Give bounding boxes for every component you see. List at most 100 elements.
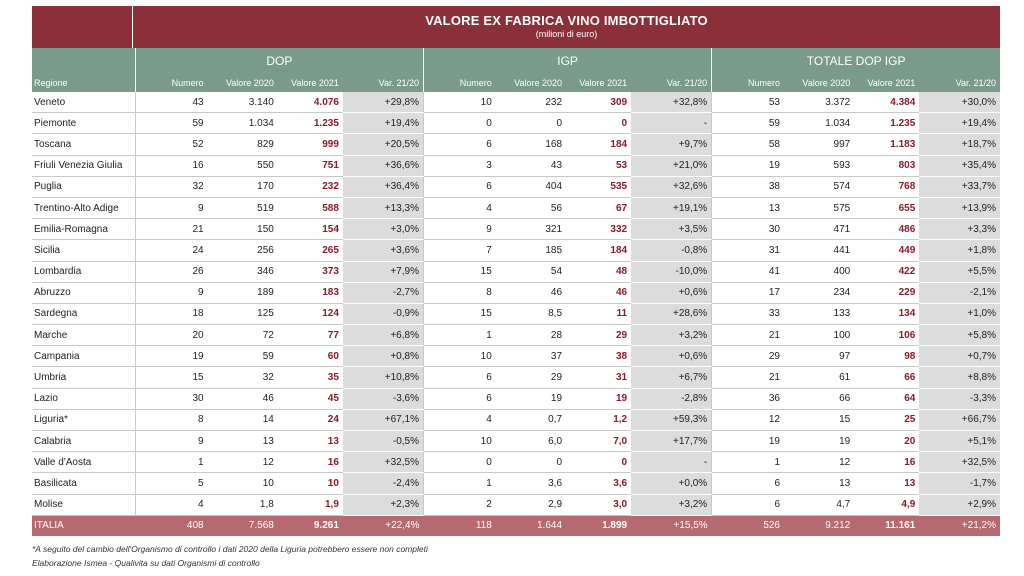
tot-numero-cell: 19 [711, 155, 784, 177]
table-row: Marche 20 72 77 +6,8% 1 28 29 +3,2% 21 100 106 +5,8% [32, 324, 1000, 347]
igp-numero-cell: 9 [422, 218, 496, 241]
total-dop-value-2021-cell: 9.261 [277, 515, 343, 536]
igp-variation-cell: +3,5% [631, 218, 712, 241]
dop-value-2021-cell: 232 [277, 176, 343, 198]
igp-value-2020-cell: 3,6 [495, 472, 567, 495]
region-name: Friuli Venezia Giulia [32, 155, 136, 177]
page-title: VALORE EX FABRICA VINO IMBOTTIGLIATO [425, 13, 708, 28]
igp-value-2021-cell: 11 [566, 303, 632, 326]
igp-value-2021-cell: 0 [566, 112, 632, 135]
tot-value-2021-cell: 4,9 [854, 494, 920, 516]
tot-value-2020-cell: 15 [784, 409, 855, 432]
igp-value-2020-cell: 56 [495, 197, 567, 220]
column-header-v2020: Valore 2020 [784, 74, 855, 92]
igp-value-2020-cell: 185 [495, 239, 567, 262]
table-row: Lombardia 26 346 373 +7,9% 15 54 48 -10,0% 41 400 4… [32, 261, 1000, 283]
tot-numero-cell: 30 [711, 218, 784, 241]
dop-numero-cell: 18 [134, 303, 208, 326]
dop-value-2021-cell: 373 [277, 261, 343, 283]
igp-numero-cell: 10 [422, 430, 496, 453]
column-header-region: Regione [32, 74, 136, 92]
igp-value-2020-cell: 37 [495, 345, 567, 368]
dop-variation-cell: +2,3% [342, 494, 424, 516]
igp-numero-cell: 1 [422, 324, 496, 347]
total-dop-numero-cell: 408 [135, 515, 208, 536]
title-bar: VALORE EX FABRICA VINO IMBOTTIGLIATO (mi… [32, 6, 1000, 48]
region-name: Molise [32, 494, 136, 516]
dop-value-2021-cell: 154 [277, 218, 343, 241]
region-name: Valle d'Aosta [32, 451, 136, 474]
tot-numero-cell: 6 [711, 494, 784, 516]
igp-value-2020-cell: 232 [495, 92, 567, 114]
dop-value-2021-cell: 60 [277, 345, 343, 368]
igp-value-2020-cell: 168 [495, 133, 567, 156]
tot-variation-cell: +19,4% [919, 112, 1000, 135]
igp-value-2020-cell: 6,0 [495, 430, 567, 453]
column-header-row: Regione Numero Valore 2020 Valore 2021 Var.… [32, 74, 1000, 92]
igp-value-2020-cell: 2,9 [495, 494, 567, 516]
igp-value-2021-cell: 0 [566, 451, 632, 474]
dop-value-2021-cell: 24 [277, 409, 343, 432]
igp-variation-cell: +0,6% [631, 345, 712, 368]
igp-variation-cell: +3,2% [631, 494, 712, 516]
table-row: Piemonte 59 1.034 1.235 +19,4% 0 0 0-59 1.034 1.2… [32, 112, 1000, 135]
igp-numero-cell: 2 [422, 494, 496, 516]
column-header-v2021: Valore 2021 [566, 74, 632, 92]
dop-variation-cell: +20,5% [342, 133, 424, 156]
tot-value-2020-cell: 12 [784, 451, 855, 474]
igp-variation-cell: +9,7% [631, 133, 712, 156]
region-name: Lazio [32, 388, 136, 410]
table-row: Trentino-Alto Adige 9 519 588 +13,3% 4 56 67 +19… [32, 197, 1000, 220]
igp-numero-cell: 6 [422, 388, 496, 410]
igp-variation-cell: +59,3% [631, 409, 712, 432]
tot-variation-cell: +32,5% [919, 451, 1000, 474]
tot-value-2020-cell: 13 [784, 472, 855, 495]
column-header-var: Var. 21/20 [919, 74, 1000, 92]
igp-value-2020-cell: 0 [495, 451, 567, 474]
igp-value-2020-cell: 404 [495, 176, 567, 198]
tot-numero-cell: 13 [711, 197, 784, 220]
tot-numero-cell: 58 [711, 133, 784, 156]
region-name: Puglia [32, 176, 136, 198]
region-name: Calabria [32, 430, 136, 453]
region-name: Abruzzo [32, 282, 136, 304]
dop-numero-cell: 8 [134, 409, 208, 432]
dop-value-2020-cell: 189 [207, 282, 278, 304]
tot-numero-cell: 21 [711, 366, 784, 389]
tot-value-2021-cell: 25 [854, 409, 920, 432]
dop-value-2021-cell: 588 [277, 197, 343, 220]
dop-variation-cell: +3,0% [342, 218, 424, 241]
igp-value-2020-cell: 43 [495, 155, 567, 177]
dop-numero-cell: 9 [134, 282, 208, 304]
igp-numero-cell: 1 [422, 472, 496, 495]
total-tot-value-2020-cell: 9.212 [784, 515, 855, 536]
dop-value-2021-cell: 16 [277, 451, 343, 474]
igp-variation-cell: +6,7% [631, 366, 712, 389]
dop-value-2020-cell: 125 [207, 303, 278, 326]
dop-value-2021-cell: 999 [277, 133, 343, 156]
dop-variation-cell: +0,8% [342, 345, 424, 368]
igp-value-2021-cell: 31 [566, 366, 632, 389]
igp-variation-cell: +3,2% [631, 324, 712, 347]
tot-value-2020-cell: 3.372 [784, 92, 855, 114]
dop-variation-cell: +7,9% [342, 261, 424, 283]
tot-value-2020-cell: 575 [784, 197, 855, 220]
igp-variation-cell: +0,0% [631, 472, 712, 495]
tot-value-2020-cell: 97 [784, 345, 855, 368]
region-name: Liguria* [32, 409, 136, 432]
tot-variation-cell: +1,0% [919, 303, 1000, 326]
dop-value-2020-cell: 3.140 [207, 92, 278, 114]
tot-numero-cell: 19 [711, 430, 784, 453]
dop-variation-cell: -0,9% [342, 303, 424, 326]
region-name: Toscana [32, 133, 136, 156]
title-block: VALORE EX FABRICA VINO IMBOTTIGLIATO (mi… [133, 6, 1000, 48]
total-igp-value-2020-cell: 1.644 [495, 515, 567, 536]
total-tot-variation-cell: +21,2% [919, 515, 1000, 536]
table-row: Emilia-Romagna 21 150 154 +3,0% 9 321 332 +3,5% 3… [32, 218, 1000, 241]
igp-numero-cell: 15 [422, 261, 496, 283]
dop-numero-cell: 16 [134, 155, 208, 177]
column-header-v2020: Valore 2020 [207, 74, 278, 92]
tot-variation-cell: +1,8% [919, 239, 1000, 262]
table-row: Calabria 9 13 13 -0,5% 10 6,0 7,0 +17,7% 19 19 20 +5… [32, 430, 1000, 453]
tot-numero-cell: 33 [711, 303, 784, 326]
